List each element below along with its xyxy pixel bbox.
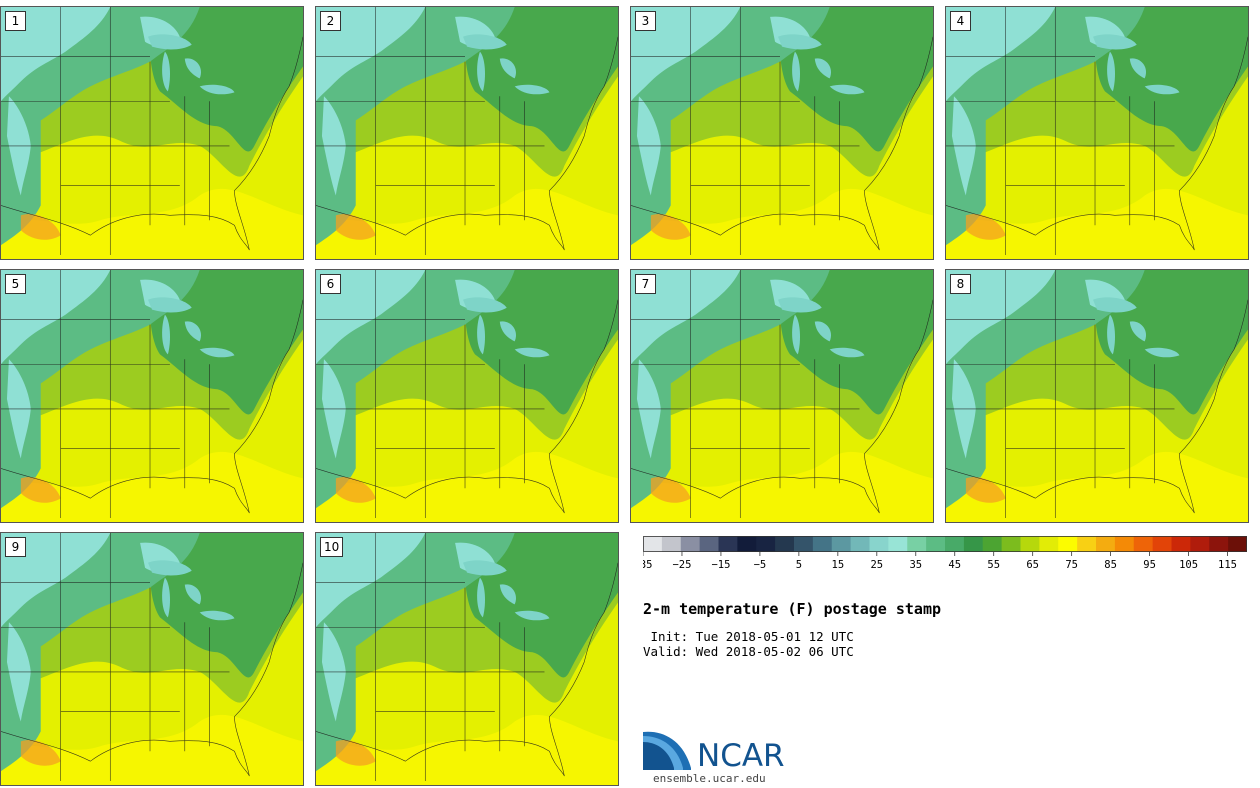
- ncar-logo-icon: [643, 731, 691, 770]
- colorbar-swatch: [718, 536, 738, 552]
- member-label: 3: [635, 11, 656, 31]
- member-panel-6: 6: [315, 269, 619, 523]
- temperature-map: [946, 270, 1248, 522]
- member-panel-9: 9: [0, 532, 304, 786]
- colorbar-swatch: [926, 536, 946, 552]
- temperature-map: [1, 270, 303, 522]
- colorbar-swatch: [680, 536, 701, 552]
- logo-name: NCAR: [697, 738, 785, 774]
- colorbar-tick-label: 15: [832, 559, 845, 571]
- colorbar-swatch: [1209, 536, 1229, 552]
- colorbar-swatch: [775, 536, 795, 552]
- member-label: 5: [5, 274, 26, 294]
- colorbar-swatch: [869, 536, 889, 552]
- member-label: 6: [320, 274, 341, 294]
- member-panel-3: 3: [630, 6, 934, 260]
- logo-url: ensemble.ucar.edu: [653, 772, 766, 785]
- member-label: 9: [5, 537, 26, 557]
- temperature-map: [946, 7, 1248, 259]
- colorbar-swatch: [661, 536, 682, 552]
- colorbar-swatch: [794, 536, 814, 552]
- colorbar-outline: [643, 536, 1247, 552]
- colorbar-swatch: [756, 536, 776, 552]
- colorbar-tick-label: 25: [870, 559, 883, 571]
- colorbar-swatch: [643, 536, 663, 552]
- colorbar-swatch: [888, 536, 908, 552]
- colorbar-tick-label: 35: [909, 559, 922, 571]
- colorbar-swatch: [982, 536, 1003, 552]
- colorbar-swatch: [1228, 536, 1247, 552]
- temperature-map: [1, 533, 303, 785]
- member-panel-2: 2: [315, 6, 619, 260]
- temperature-map: [316, 270, 618, 522]
- member-label: 7: [635, 274, 656, 294]
- colorbar-swatch: [699, 536, 719, 552]
- member-label: 1: [5, 11, 26, 31]
- colorbar-swatch: [1077, 536, 1097, 552]
- colorbar-tick-label: −15: [711, 559, 730, 571]
- member-label: 8: [950, 274, 971, 294]
- valid-label: Valid: Wed 2018-05-02 06 UTC: [643, 644, 854, 659]
- colorbar-ticks: −35 −25 −15 −5 5 15 25 35 45 55 65 75 85 95 105 115: [643, 552, 1237, 571]
- colorbar: −35 −25 −15 −5 5 15 25 35 45 55 65 75 85 95 105 115: [643, 536, 1247, 571]
- init-label: Init: Tue 2018-05-01 12 UTC: [643, 629, 854, 644]
- member-panel-1: 1: [0, 6, 304, 260]
- temperature-map: [316, 7, 618, 259]
- colorbar-swatches: [643, 536, 1247, 552]
- colorbar-tick-label: −5: [754, 559, 767, 571]
- member-panel-8: 8: [945, 269, 1249, 523]
- colorbar-swatch: [1096, 536, 1116, 552]
- member-label: 4: [950, 11, 971, 31]
- colorbar-swatch: [1001, 536, 1021, 552]
- colorbar-swatch: [963, 536, 984, 552]
- temperature-map: [316, 533, 618, 785]
- colorbar-swatch: [1152, 536, 1172, 552]
- member-panel-4: 4: [945, 6, 1249, 260]
- colorbar-tick-label: 55: [987, 559, 1000, 571]
- colorbar-tick-label: 45: [948, 559, 961, 571]
- colorbar-swatch: [1058, 536, 1078, 552]
- colorbar-swatch: [1171, 536, 1191, 552]
- colorbar-tick-label: 65: [1026, 559, 1039, 571]
- member-panel-5: 5: [0, 269, 304, 523]
- colorbar-tick-label: 75: [1065, 559, 1078, 571]
- colorbar-swatch: [850, 536, 870, 552]
- colorbar-tick-label: −25: [672, 559, 691, 571]
- colorbar-swatch: [1020, 536, 1040, 552]
- member-label: 10: [320, 537, 344, 557]
- colorbar-swatch: [1190, 536, 1210, 552]
- colorbar-swatch: [1039, 536, 1059, 552]
- temperature-map: [631, 7, 933, 259]
- colorbar-tick-label: 95: [1143, 559, 1156, 571]
- colorbar-tick-label: 115: [1218, 559, 1237, 571]
- colorbar-tick-label: 85: [1104, 559, 1117, 571]
- colorbar-tick-label: −35: [643, 559, 652, 571]
- member-label: 2: [320, 11, 341, 31]
- colorbar-tick-label: 5: [796, 559, 802, 571]
- colorbar-swatch: [812, 536, 833, 552]
- colorbar-swatch: [831, 536, 852, 552]
- colorbar-swatch: [1114, 536, 1135, 552]
- colorbar-swatch: [737, 536, 757, 552]
- colorbar-swatch: [907, 536, 927, 552]
- colorbar-swatch: [1133, 536, 1154, 552]
- figure-title: 2-m temperature (F) postage stamp: [643, 600, 942, 618]
- member-panel-10: 10: [315, 532, 619, 786]
- member-panel-7: 7: [630, 269, 934, 523]
- colorbar-swatch: [945, 536, 965, 552]
- temperature-map: [1, 7, 303, 259]
- colorbar-tick-label: 105: [1179, 559, 1198, 571]
- temperature-map: [631, 270, 933, 522]
